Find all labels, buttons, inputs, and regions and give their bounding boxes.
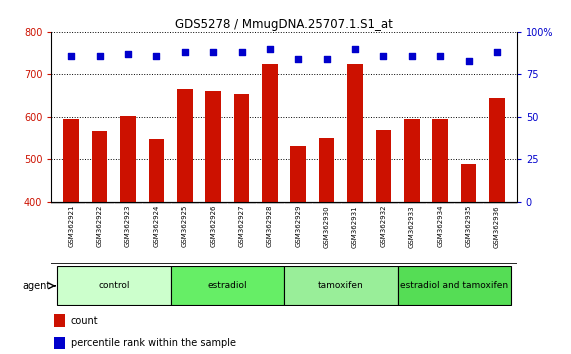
Bar — [206, 91, 221, 202]
Title: GDS5278 / MmugDNA.25707.1.S1_at: GDS5278 / MmugDNA.25707.1.S1_at — [175, 18, 393, 31]
Point — [95, 53, 104, 58]
Text: control: control — [98, 281, 130, 290]
Bar — [234, 94, 250, 202]
Bar — [489, 98, 505, 202]
Text: estradiol and tamoxifen: estradiol and tamoxifen — [400, 281, 508, 290]
Bar — [171, 266, 284, 306]
Bar — [120, 116, 136, 202]
Text: GSM362924: GSM362924 — [154, 205, 159, 247]
Point — [237, 50, 246, 55]
Text: GSM362933: GSM362933 — [409, 205, 415, 247]
Bar — [54, 337, 65, 349]
Text: GSM362928: GSM362928 — [267, 205, 273, 247]
Bar — [291, 146, 306, 202]
Bar — [92, 131, 107, 202]
Text: estradiol: estradiol — [207, 281, 247, 290]
Text: GSM362922: GSM362922 — [96, 205, 103, 247]
Bar — [347, 64, 363, 202]
Point — [67, 53, 76, 58]
Bar — [376, 130, 391, 202]
Bar — [57, 266, 171, 306]
Text: GSM362921: GSM362921 — [69, 205, 74, 247]
Text: count: count — [71, 316, 99, 326]
Point — [464, 58, 473, 64]
Text: GSM362936: GSM362936 — [494, 205, 500, 247]
Bar — [54, 314, 65, 327]
Point — [492, 50, 501, 55]
Point — [266, 46, 275, 52]
Text: GSM362927: GSM362927 — [239, 205, 244, 247]
Bar — [319, 138, 335, 202]
Point — [436, 53, 445, 58]
Point — [351, 46, 360, 52]
Bar — [262, 64, 278, 202]
Text: GSM362930: GSM362930 — [324, 205, 329, 247]
Point — [208, 50, 218, 55]
Point — [152, 53, 161, 58]
Text: GSM362929: GSM362929 — [295, 205, 301, 247]
Bar — [177, 89, 192, 202]
Point — [322, 56, 331, 62]
Bar — [432, 119, 448, 202]
Text: GSM362926: GSM362926 — [210, 205, 216, 247]
Text: GSM362925: GSM362925 — [182, 205, 188, 247]
Text: GSM362935: GSM362935 — [465, 205, 472, 247]
Point — [293, 56, 303, 62]
Point — [379, 53, 388, 58]
Bar — [284, 266, 397, 306]
Text: GSM362932: GSM362932 — [380, 205, 387, 247]
Text: percentile rank within the sample: percentile rank within the sample — [71, 338, 236, 348]
Point — [123, 51, 132, 57]
Bar — [397, 266, 511, 306]
Text: GSM362923: GSM362923 — [125, 205, 131, 247]
Point — [407, 53, 416, 58]
Bar — [404, 119, 420, 202]
Bar — [148, 139, 164, 202]
Text: GSM362931: GSM362931 — [352, 205, 358, 247]
Text: tamoxifen: tamoxifen — [318, 281, 364, 290]
Point — [180, 50, 190, 55]
Bar — [63, 119, 79, 202]
Text: agent: agent — [22, 281, 50, 291]
Text: GSM362934: GSM362934 — [437, 205, 443, 247]
Bar — [461, 164, 476, 202]
